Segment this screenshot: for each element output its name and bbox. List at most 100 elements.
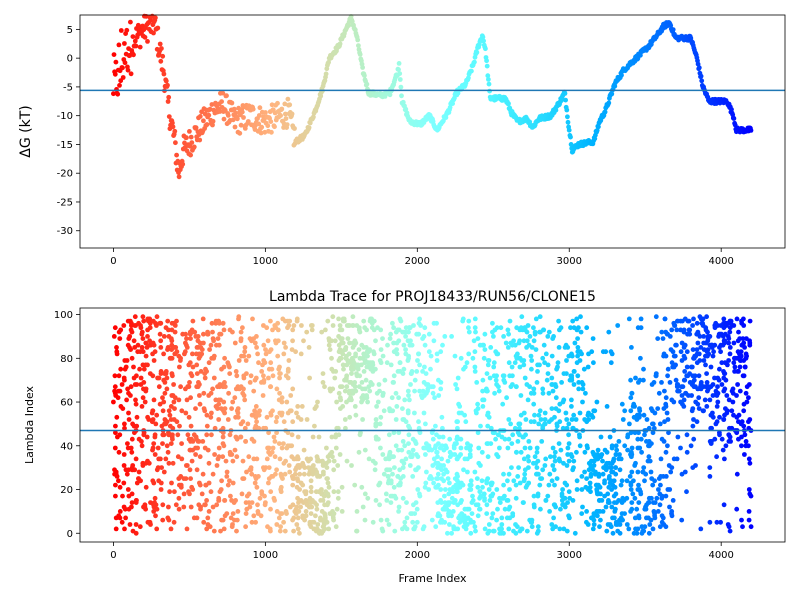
- lambda-point: [230, 458, 236, 464]
- lambda-point: [141, 318, 147, 324]
- delta-g-plot-frame: [79, 14, 786, 249]
- lambda-point: [290, 338, 295, 344]
- lambda-point: [129, 500, 135, 505]
- lambda-point: [190, 364, 196, 370]
- lambda-point: [564, 425, 570, 431]
- lambda-point: [287, 469, 293, 475]
- lambda-point: [722, 340, 727, 346]
- lambda-point: [136, 476, 141, 481]
- lambda-point: [326, 526, 332, 532]
- lambda-point: [191, 515, 197, 521]
- lambda-point: [638, 325, 644, 331]
- lambda-point: [194, 351, 199, 357]
- lambda-point: [547, 509, 552, 514]
- lambda-point: [506, 526, 512, 532]
- lambda-point: [434, 351, 440, 357]
- lambda-point: [272, 454, 278, 460]
- delta-g-point: [115, 91, 121, 97]
- lambda-point: [373, 436, 379, 442]
- lambda-point: [449, 495, 455, 501]
- lambda-point: [165, 345, 171, 350]
- lambda-point: [572, 530, 578, 536]
- delta-g-point: [157, 41, 163, 47]
- lambda-point: [635, 469, 641, 475]
- lambda-point: [539, 439, 545, 444]
- lambda-point: [619, 478, 625, 484]
- lambda-point: [609, 445, 615, 451]
- lambda-point: [442, 334, 448, 339]
- lambda-point: [357, 432, 363, 438]
- lambda-point: [404, 526, 410, 532]
- lambda-point: [244, 506, 250, 512]
- lambda-point: [468, 482, 474, 488]
- delta-g-point: [160, 53, 166, 59]
- lambda-point: [400, 495, 406, 501]
- delta-g-point: [172, 128, 178, 134]
- lambda-point: [549, 522, 555, 527]
- lambda-point: [339, 327, 345, 333]
- lambda-point: [636, 430, 641, 436]
- lambda-point: [579, 474, 585, 479]
- lambda-point: [472, 316, 478, 322]
- lambda-point: [667, 380, 673, 385]
- lambda-point: [151, 504, 157, 510]
- delta-g-point: [111, 91, 116, 97]
- lambda-point: [259, 489, 265, 495]
- lambda-point: [251, 456, 257, 462]
- lambda-point: [432, 395, 437, 401]
- lambda-point: [266, 480, 271, 486]
- lambda-point: [604, 528, 610, 534]
- lambda-point: [509, 364, 515, 370]
- lambda-point: [274, 386, 280, 392]
- lambda-point: [566, 441, 572, 446]
- delta-g-point: [364, 81, 370, 87]
- delta-g-point: [113, 59, 119, 65]
- lambda-point: [453, 526, 459, 532]
- lambda-point: [350, 345, 356, 350]
- lambda-point: [112, 445, 118, 451]
- lambda-point: [365, 353, 370, 359]
- lambda-point: [705, 338, 711, 344]
- lambda-point: [133, 500, 139, 505]
- lambda-point: [580, 399, 585, 405]
- lambda-point: [726, 439, 732, 444]
- lambda-point: [122, 425, 127, 431]
- lambda-point: [140, 395, 146, 401]
- lambda-point: [133, 397, 138, 403]
- lambda-point: [432, 445, 438, 451]
- lambda-point: [393, 443, 399, 449]
- lambda-point: [636, 513, 642, 519]
- lambda-point: [322, 384, 327, 390]
- lambda-point: [475, 406, 481, 411]
- lambda-point: [515, 439, 521, 444]
- lambda-point: [606, 498, 611, 503]
- lambda-point: [210, 504, 216, 510]
- lambda-point: [652, 511, 657, 516]
- lambda-point: [255, 351, 260, 357]
- lambda-point: [119, 519, 125, 525]
- lambda-point: [392, 465, 397, 470]
- delta-g-point: [209, 102, 215, 107]
- lambda-point: [653, 314, 659, 320]
- lambda-point: [423, 371, 429, 376]
- lambda-point: [435, 471, 441, 477]
- lambda-point: [678, 327, 683, 333]
- lambda-point: [559, 380, 564, 385]
- lambda-point: [510, 373, 515, 379]
- lambda-point: [631, 530, 637, 536]
- lambda-point: [125, 487, 131, 492]
- lambda-point: [726, 397, 732, 403]
- delta-g-point: [257, 105, 263, 111]
- lambda-point: [501, 482, 506, 488]
- lambda-point: [274, 509, 280, 514]
- lambda-point: [641, 366, 646, 372]
- lambda-point: [407, 463, 413, 468]
- lambda-point: [283, 345, 288, 350]
- lambda-point: [450, 509, 456, 514]
- lambda-point: [219, 366, 224, 372]
- lambda-point: [585, 445, 590, 451]
- lambda-point: [679, 471, 685, 477]
- lambda-point: [591, 513, 597, 519]
- lambda-point: [428, 366, 433, 372]
- lambda-point: [393, 390, 399, 396]
